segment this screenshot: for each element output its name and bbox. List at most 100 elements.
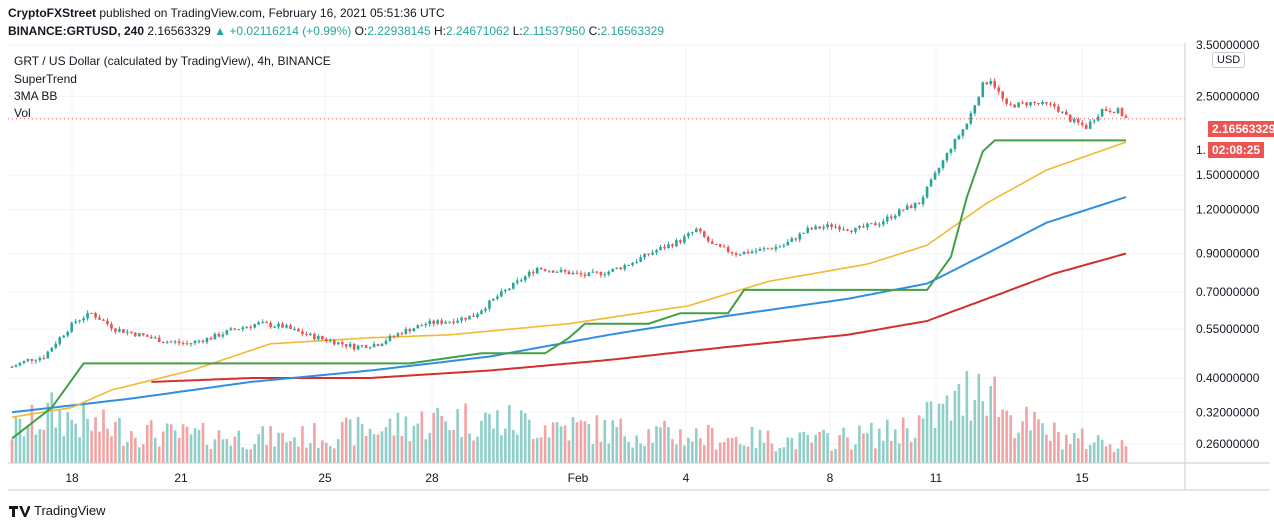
candle	[14, 365, 18, 367]
candle	[197, 340, 201, 342]
volume-bar	[297, 446, 300, 463]
volume-bar	[933, 427, 937, 463]
candle	[328, 340, 332, 342]
indicator-vol[interactable]: Vol	[14, 106, 31, 120]
candle	[508, 288, 511, 290]
candle	[603, 274, 607, 276]
volume-bar	[878, 428, 881, 463]
candle	[217, 333, 221, 337]
volume-bar	[1120, 440, 1124, 463]
candle	[742, 251, 746, 255]
volume-bar	[344, 417, 348, 463]
currency-badge[interactable]: USD	[1212, 52, 1246, 68]
candle	[702, 231, 706, 237]
time-tick-label: 21	[174, 471, 188, 485]
candle	[309, 333, 312, 336]
candle	[579, 273, 583, 275]
candle	[539, 267, 543, 270]
candlesticks	[10, 78, 1128, 368]
candle	[1041, 102, 1044, 105]
candle	[305, 334, 308, 336]
tradingview-footer[interactable]: TradingView	[8, 503, 106, 518]
volume-bar	[130, 431, 133, 463]
volume-bar	[850, 449, 853, 463]
volume-bar	[229, 445, 233, 463]
volume-bar	[122, 445, 125, 463]
candle	[428, 320, 432, 325]
candle	[257, 322, 260, 325]
indicator-3ma-bb[interactable]: 3MA BB	[14, 89, 58, 103]
open-label: O:	[354, 24, 368, 38]
candle	[416, 325, 420, 329]
candle	[563, 269, 567, 272]
volume-bar	[917, 415, 921, 463]
volume-bar	[233, 436, 237, 463]
volume-bar	[691, 441, 694, 463]
volume-bar	[679, 429, 682, 463]
volume-bar	[671, 439, 674, 463]
volume-bar	[1088, 444, 1092, 463]
time-tick-label: 18	[65, 471, 79, 485]
candle	[882, 221, 885, 225]
volume-bar	[774, 451, 778, 463]
candle	[98, 317, 101, 320]
volume-bar	[1009, 415, 1012, 463]
volume-bar	[106, 428, 109, 463]
volume-bar	[782, 447, 786, 463]
volume-bar	[372, 434, 376, 463]
volume-bar	[567, 440, 571, 463]
candle	[86, 312, 89, 319]
candle	[38, 357, 42, 361]
candle	[90, 312, 93, 314]
volume-bar	[973, 400, 977, 463]
volume-bar	[205, 445, 209, 463]
candle	[981, 82, 985, 98]
volume-bar	[802, 431, 806, 463]
volume-bar	[138, 447, 141, 463]
volume-bar	[826, 433, 829, 463]
candle	[118, 329, 121, 332]
volume-bar	[794, 449, 798, 463]
candle	[185, 343, 189, 345]
candle	[623, 265, 626, 270]
ma-slow-line	[151, 252, 1127, 383]
volume-bar	[376, 434, 380, 463]
candle	[229, 328, 233, 331]
volume-bar	[874, 448, 877, 463]
candle	[225, 330, 229, 335]
candle	[452, 321, 455, 323]
candle	[78, 320, 81, 322]
volume-bar	[356, 416, 360, 463]
candle	[181, 342, 185, 344]
candle	[169, 341, 173, 343]
volume-bar	[718, 442, 722, 463]
price-tick-label: 0.90000000	[1196, 247, 1260, 261]
publisher-name[interactable]: CryptoFXStreet	[8, 6, 97, 20]
candle	[372, 344, 376, 348]
candle	[1049, 103, 1052, 105]
candle	[472, 315, 475, 317]
volume-bar	[591, 444, 595, 463]
volume-bar	[818, 431, 821, 463]
candle	[165, 341, 169, 343]
indicator-supertrend[interactable]: SuperTrend	[14, 72, 77, 86]
candle	[846, 229, 849, 231]
volume-bar	[26, 425, 30, 463]
candle	[42, 357, 46, 359]
volume-bar	[269, 426, 272, 463]
candle	[70, 322, 73, 332]
candle	[58, 337, 62, 344]
volume-bar	[607, 443, 611, 463]
volume-bar	[321, 440, 324, 463]
volume-bar	[897, 443, 901, 463]
volume-bar	[1092, 442, 1096, 463]
candle	[854, 227, 857, 232]
volume-bar	[798, 432, 802, 463]
volume-bar	[265, 445, 268, 463]
volume-bar	[790, 438, 794, 463]
candle	[412, 328, 416, 332]
candle	[484, 308, 487, 311]
volume-bar	[213, 439, 217, 463]
open-value: 2.22938145	[367, 24, 431, 38]
